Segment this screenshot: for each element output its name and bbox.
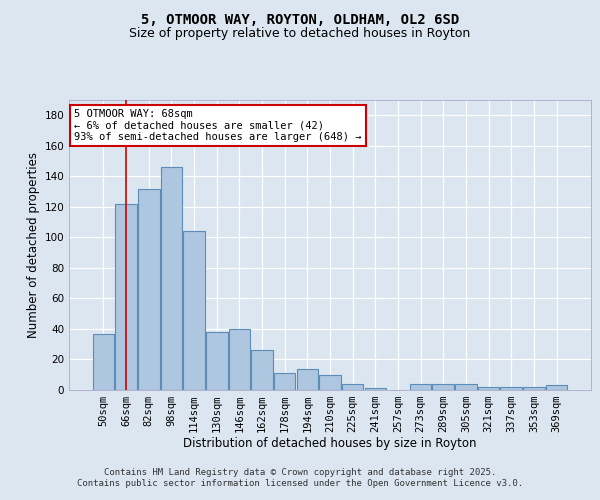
Bar [319,374,341,390]
Bar [138,188,160,390]
Bar [274,373,295,390]
Text: Size of property relative to detached houses in Royton: Size of property relative to detached ho… [130,28,470,40]
Text: 5 OTMOOR WAY: 68sqm
← 6% of detached houses are smaller (42)
93% of semi-detache: 5 OTMOOR WAY: 68sqm ← 6% of detached hou… [74,108,362,142]
Bar [93,334,114,390]
Bar [229,329,250,390]
Bar [115,204,137,390]
Bar [410,384,431,390]
Bar [184,232,205,390]
Bar [296,368,318,390]
Bar [206,332,227,390]
Bar [455,384,476,390]
Bar [342,384,364,390]
Bar [433,384,454,390]
Bar [365,388,386,390]
X-axis label: Distribution of detached houses by size in Royton: Distribution of detached houses by size … [183,436,477,450]
Bar [523,387,545,390]
Bar [251,350,273,390]
Text: 5, OTMOOR WAY, ROYTON, OLDHAM, OL2 6SD: 5, OTMOOR WAY, ROYTON, OLDHAM, OL2 6SD [141,12,459,26]
Bar [546,386,567,390]
Text: Contains HM Land Registry data © Crown copyright and database right 2025.
Contai: Contains HM Land Registry data © Crown c… [77,468,523,487]
Bar [478,387,499,390]
Bar [500,387,522,390]
Y-axis label: Number of detached properties: Number of detached properties [27,152,40,338]
Bar [161,167,182,390]
